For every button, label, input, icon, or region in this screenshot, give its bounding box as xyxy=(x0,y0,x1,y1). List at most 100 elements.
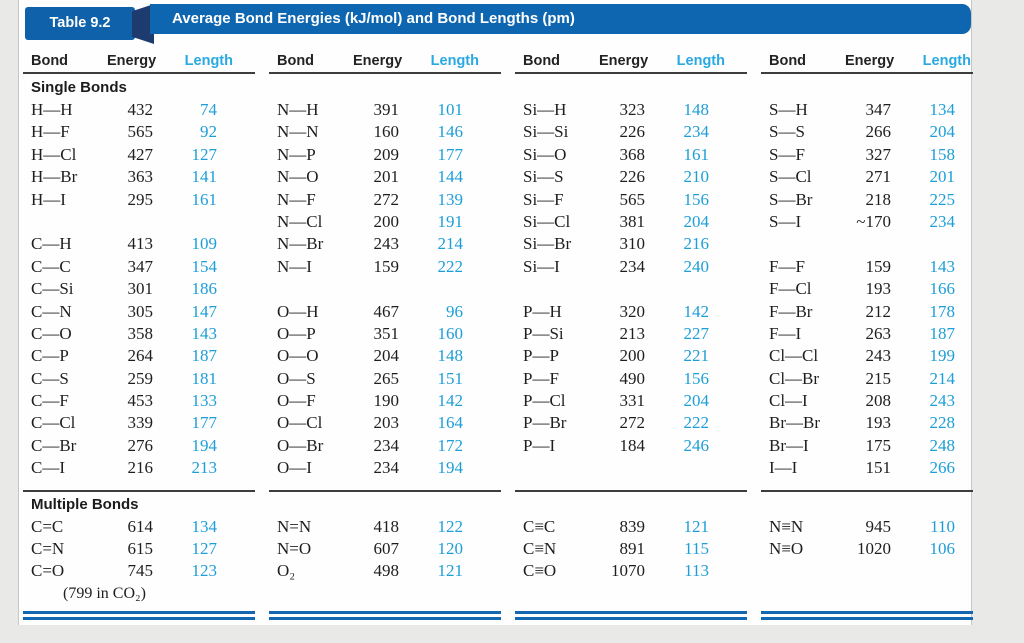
bottom-double-rule xyxy=(761,610,973,620)
length-cell: 214 xyxy=(929,368,956,388)
table-number-label: Table 9.2 xyxy=(49,15,111,31)
length-cell: 161 xyxy=(191,189,218,209)
bond-cell: Si—H xyxy=(523,100,567,119)
bond-row: Si—H 323 148 xyxy=(515,99,747,121)
energy-column-header: Energy xyxy=(353,53,403,69)
energy-cell: 218 xyxy=(865,189,892,209)
length-cell: 166 xyxy=(929,279,956,299)
bond-cell: N—I xyxy=(277,256,312,276)
bottom-double-rule xyxy=(515,610,747,620)
bond-row: O—Br 234 172 xyxy=(269,435,501,457)
bond-row: N—F 272 139 xyxy=(269,189,501,211)
bond-cell: F—Br xyxy=(769,301,813,321)
length-cell: 194 xyxy=(191,435,218,455)
bond-row: O—H 467 96 xyxy=(269,301,501,323)
length-cell: 178 xyxy=(929,301,956,321)
bond-row: C—S 259 181 xyxy=(23,368,255,390)
bond-cell: Si—Si xyxy=(523,122,569,142)
bond-cell: C—S xyxy=(31,368,69,388)
length-cell: 221 xyxy=(683,346,710,366)
bond-cell: F—F xyxy=(769,256,805,276)
energy-cell: 190 xyxy=(373,391,400,411)
bond-cell: C≡O xyxy=(523,561,557,581)
energy-cell: 418 xyxy=(373,516,400,536)
energy-cell: 234 xyxy=(373,458,400,478)
energy-cell: 208 xyxy=(865,391,892,411)
energy-cell: 160 xyxy=(373,122,400,142)
energy-cell: 490 xyxy=(619,368,646,388)
energy-cell: 381 xyxy=(619,211,646,231)
bond-cell: P—Br xyxy=(523,413,567,433)
bond-cell: F—I xyxy=(769,323,802,343)
single-bonds-section-label: Single Bonds xyxy=(31,79,127,96)
section-label-spacer xyxy=(515,492,747,516)
length-cell: 133 xyxy=(191,391,218,411)
length-cell: 142 xyxy=(683,301,710,321)
bond-cell: N≡N xyxy=(769,516,804,536)
bond-cell: C—N xyxy=(31,301,72,321)
length-cell: 144 xyxy=(437,167,464,187)
length-column-header: Length xyxy=(184,53,233,69)
bond-row: N=N 418 122 xyxy=(269,516,501,538)
length-cell: 121 xyxy=(683,516,710,536)
column-headers: Bond Energy Length xyxy=(761,48,973,74)
table-title-banner: Average Bond Energies (kJ/mol) and Bond … xyxy=(150,4,971,34)
bond-cell: C=C xyxy=(31,516,64,536)
energy-cell: 301 xyxy=(127,279,154,299)
energy-cell: 351 xyxy=(373,323,400,343)
energy-cell: 272 xyxy=(373,189,400,209)
bond-cell: P—Cl xyxy=(523,391,566,411)
length-cell: 234 xyxy=(683,122,710,142)
bond-row xyxy=(515,457,747,479)
single-bonds-rows: Si—H 323 148 Si—Si 226 234 Si—O 368 161 … xyxy=(515,99,747,480)
energy-cell: 271 xyxy=(865,167,892,187)
energy-cell xyxy=(845,233,891,255)
energy-cell: 565 xyxy=(127,122,154,142)
length-cell: 123 xyxy=(191,561,218,581)
bond-cell: P—P xyxy=(523,346,559,366)
energy-cell: 243 xyxy=(373,234,400,254)
length-cell: 143 xyxy=(929,256,956,276)
bond-row xyxy=(761,560,973,582)
energy-cell: 151 xyxy=(865,458,892,478)
bond-column-header: Bond xyxy=(769,53,807,69)
bond-row: Si—Si 226 234 xyxy=(515,121,747,143)
energy-cell: 175 xyxy=(865,435,892,455)
bond-cell: Si—Cl xyxy=(523,211,571,231)
bond-cell: H—H xyxy=(31,100,73,119)
bond-cell: P—I xyxy=(523,435,556,455)
energy-cell xyxy=(107,211,153,233)
energy-cell: 453 xyxy=(127,391,154,411)
energy-cell: 259 xyxy=(127,368,154,388)
bond-row: O—F 190 142 xyxy=(269,390,501,412)
bond-row: P—P 200 221 xyxy=(515,345,747,367)
length-cell: 151 xyxy=(437,368,464,388)
bond-cell: H—I xyxy=(31,189,66,209)
bond-row: I—I 151 266 xyxy=(761,457,973,479)
energy-cell: 204 xyxy=(373,346,400,366)
energy-cell: ~170 xyxy=(856,211,891,231)
energy-column-header: Energy xyxy=(599,53,649,69)
bond-cell: Si—S xyxy=(523,167,564,187)
column-headers: Bond Energy Length xyxy=(269,48,501,74)
length-cell: 225 xyxy=(929,189,956,209)
energy-cell: 1020 xyxy=(857,539,891,559)
energy-cell: 201 xyxy=(373,167,400,187)
length-cell: 92 xyxy=(200,122,217,142)
bond-row: C≡N 891 115 xyxy=(515,538,747,560)
energy-cell: 363 xyxy=(127,167,154,187)
length-cell: 227 xyxy=(683,323,710,343)
energy-cell xyxy=(599,278,645,300)
bond-row: Cl—Br 215 214 xyxy=(761,368,973,390)
bond-cell: H—Cl xyxy=(31,144,77,164)
bond-cell: F—Cl xyxy=(769,279,812,299)
length-cell: 121 xyxy=(437,561,464,581)
bond-row: F—Br 212 178 xyxy=(761,301,973,323)
table-page: Table 9.2 Average Bond Energies (kJ/mol)… xyxy=(18,0,973,625)
length-cell: 228 xyxy=(929,413,956,433)
multiple-bonds-rows: C≡C 839 121 C≡N 891 115 C≡O 1070 113 xyxy=(515,516,747,583)
bond-cell: O—Br xyxy=(277,435,324,455)
length-column-header: Length xyxy=(676,53,725,69)
bond-row: H—F 565 92 xyxy=(23,121,255,143)
length-cell: 156 xyxy=(683,368,710,388)
